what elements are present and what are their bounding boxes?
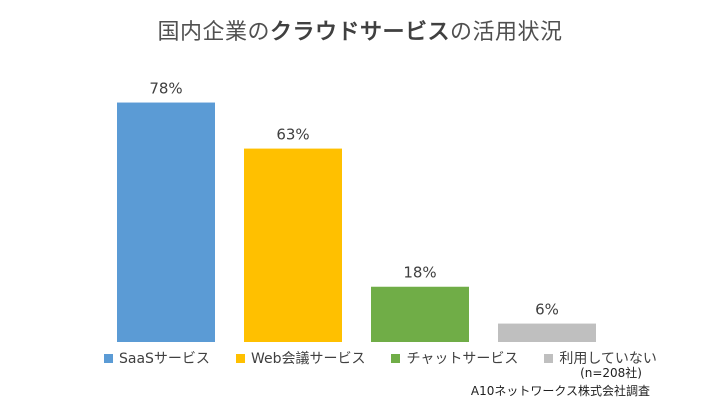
chart-legend: SaaSサービス Web会議サービス チャットサービス 利用していない bbox=[104, 348, 683, 368]
bar-not-used bbox=[498, 323, 596, 342]
legend-item-not-used: 利用していない bbox=[544, 348, 657, 368]
legend-swatch-saas bbox=[104, 353, 113, 363]
sample-size-note: (n=208社) bbox=[580, 366, 642, 380]
legend-swatch-web-meeting bbox=[235, 353, 245, 363]
data-label-web-meeting: 63% bbox=[276, 126, 309, 144]
bar-chat bbox=[371, 286, 469, 342]
data-label-saas: 78% bbox=[149, 80, 182, 98]
legend-label-not-used: 利用していない bbox=[559, 351, 657, 367]
title-suffix: の活用状況 bbox=[450, 20, 563, 45]
legend-item-web-meeting: Web会議サービス bbox=[235, 348, 366, 368]
chart-title: 国内企業のクラウドサービスの活用状況 bbox=[0, 14, 720, 46]
data-label-not-used: 6% bbox=[535, 301, 559, 319]
legend-label-chat: チャットサービス bbox=[406, 351, 519, 367]
bar-web-meeting bbox=[244, 148, 342, 342]
legend-label-web-meeting: Web会議サービス bbox=[250, 351, 366, 367]
source-note: A10ネットワークス株式会社調査 bbox=[470, 384, 650, 398]
title-emphasis: クラウドサービス bbox=[269, 20, 450, 45]
legend-swatch-chat bbox=[391, 353, 401, 363]
legend-label-saas: SaaSサービス bbox=[119, 351, 210, 367]
legend-swatch-not-used bbox=[544, 353, 554, 363]
legend-item-chat: チャットサービス bbox=[391, 348, 518, 368]
bar-saas bbox=[117, 102, 215, 342]
data-label-chat: 18% bbox=[403, 264, 436, 282]
title-prefix: 国内企業の bbox=[157, 20, 270, 45]
legend-item-saas: SaaSサービス bbox=[104, 348, 210, 368]
